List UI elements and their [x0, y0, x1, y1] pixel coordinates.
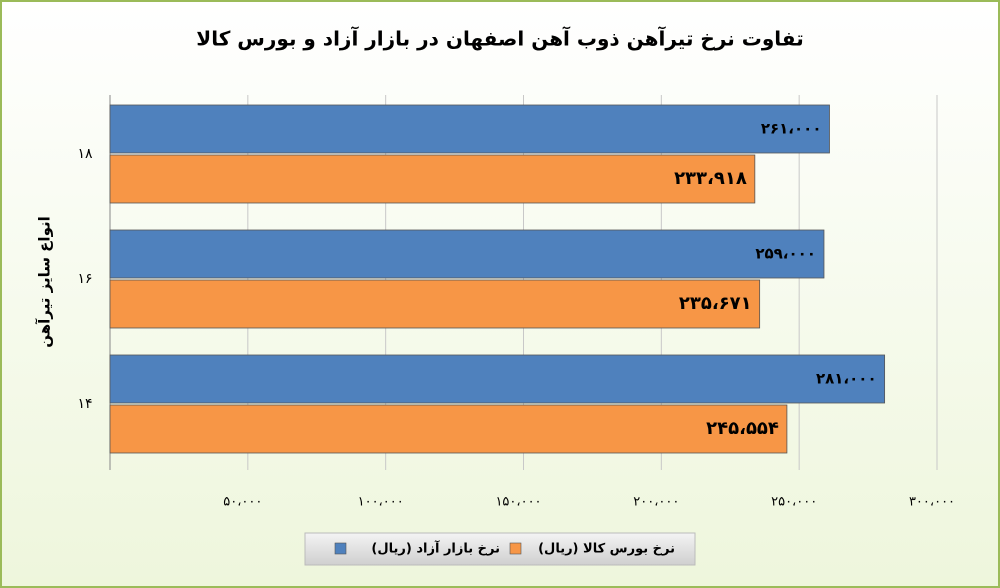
value-label: ۲۴۵،۵۵۴	[706, 418, 779, 439]
x-tick-label: ۵۰،۰۰۰	[223, 495, 262, 510]
legend	[304, 532, 696, 566]
value-label: ۲۸۱،۰۰۰	[816, 370, 877, 388]
x-tick-label: ۱۵۰،۰۰۰	[495, 495, 541, 510]
bar	[109, 404, 788, 454]
y-tick-label: ۱۸	[77, 146, 93, 162]
x-tick-label: ۳۰۰،۰۰۰	[909, 495, 955, 510]
legend-label: نرخ بازار آزاد (ریال)	[371, 540, 500, 557]
y-tick-label: ۱۶	[77, 271, 92, 287]
value-label: ۲۶۱،۰۰۰	[761, 120, 822, 138]
bar	[109, 279, 761, 329]
x-tick-label: ۱۰۰،۰۰۰	[358, 495, 404, 510]
bar	[109, 229, 825, 279]
x-tick-label: ۲۰۰،۰۰۰	[633, 495, 679, 510]
bar	[109, 104, 830, 154]
y-axis-label: انواع سایز تیرآهن	[36, 216, 54, 347]
value-label: ۲۳۳،۹۱۸	[674, 168, 747, 189]
y-tick-label: ۱۴	[77, 396, 92, 412]
chart-title: تفاوت نرخ تیرآهن ذوب آهن اصفهان در بازار…	[196, 26, 803, 51]
value-label: ۲۳۵،۶۷۱	[679, 293, 752, 314]
value-label: ۲۵۹،۰۰۰	[755, 245, 816, 263]
legend-swatch	[334, 542, 347, 555]
bar	[109, 154, 756, 204]
bar	[109, 354, 886, 404]
legend-label: نرخ بورس کالا (ریال)	[538, 542, 675, 557]
x-tick-label: ۲۵۰،۰۰۰	[771, 495, 817, 510]
legend-swatch	[509, 542, 522, 555]
